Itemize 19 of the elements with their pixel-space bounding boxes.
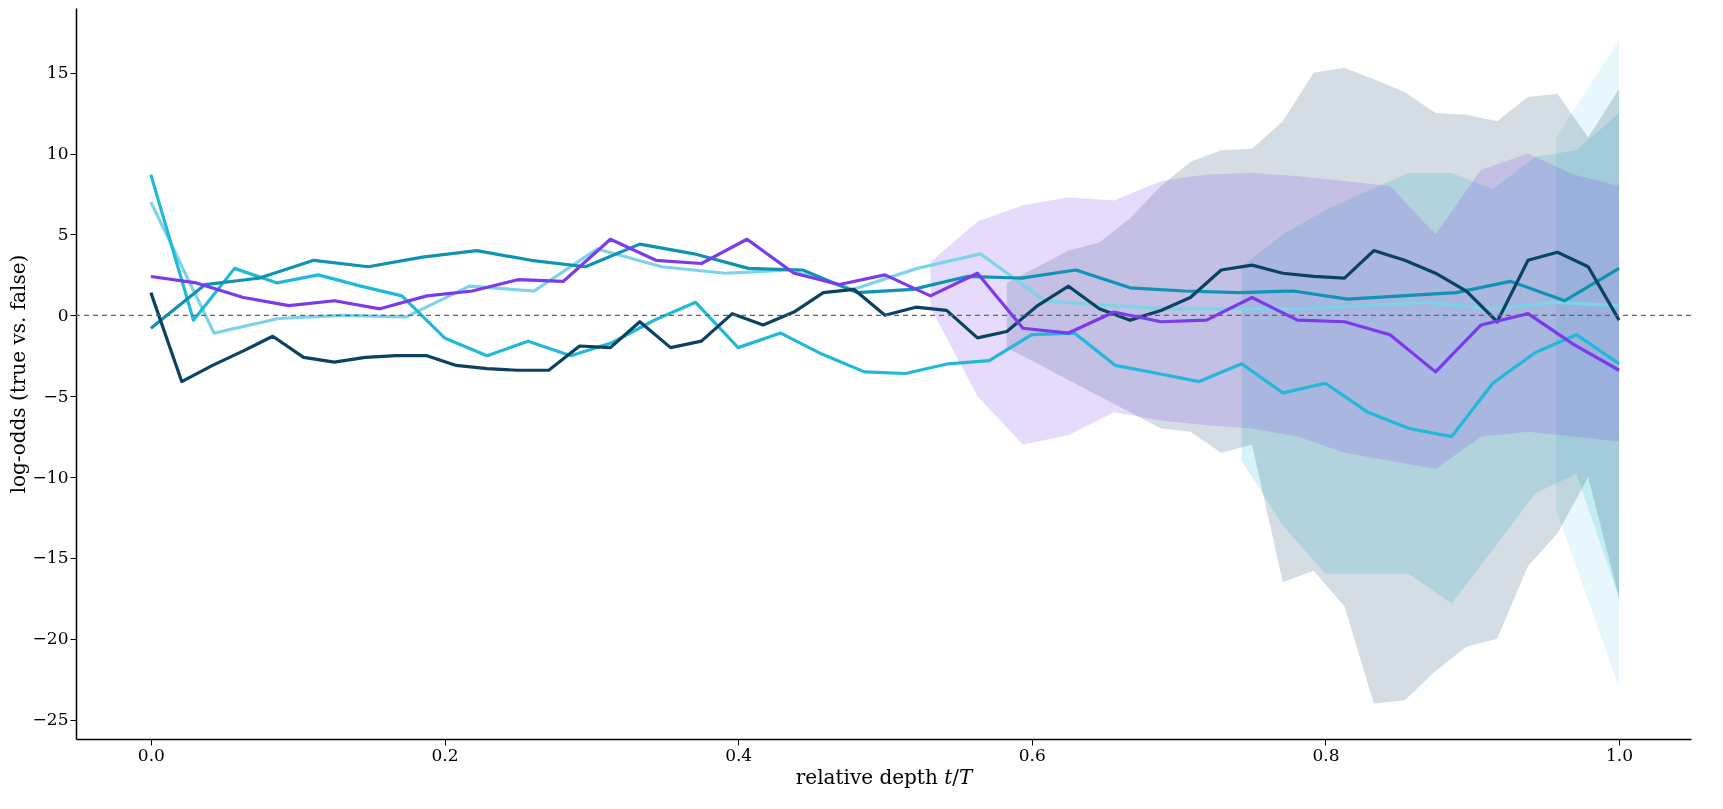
y-tick-label: 15: [46, 62, 69, 83]
y-tick-label: −10: [32, 466, 69, 487]
line-series: [149, 172, 1621, 439]
y-axis-title: log-odds (true vs. false): [5, 254, 30, 494]
y-tick-label: −20: [32, 628, 69, 649]
y-tick-label: −15: [32, 547, 69, 568]
y-tick-label: 0: [57, 304, 69, 325]
line-series: [149, 242, 1621, 330]
x-tick-label: 0.0: [137, 744, 165, 765]
x-axis-title: relative depth 𝑡/𝑇: [795, 764, 974, 789]
x-tick-label: 0.6: [1018, 744, 1046, 765]
x-tick-label: 0.2: [431, 744, 459, 765]
y-tick-label: −25: [32, 709, 69, 730]
x-tick-label: 0.8: [1312, 744, 1340, 765]
x-tick-label: 1.0: [1606, 744, 1634, 765]
x-tick-label: 0.4: [725, 744, 753, 765]
y-tick-label: 5: [57, 223, 69, 244]
y-tick-label: 10: [46, 143, 69, 164]
y-tick-label: −5: [43, 385, 69, 406]
